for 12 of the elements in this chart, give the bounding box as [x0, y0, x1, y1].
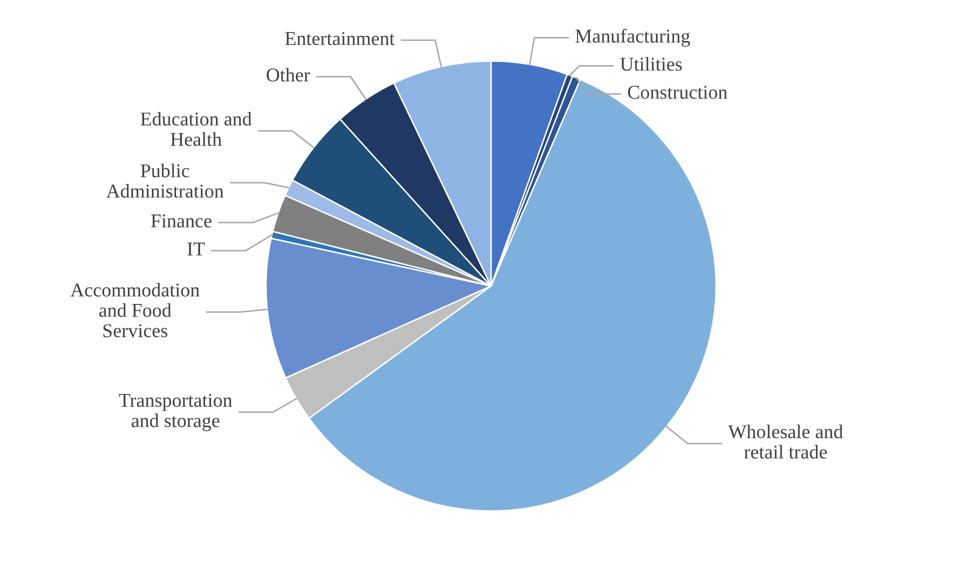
slice-label: Entertainment — [285, 32, 395, 46]
slice-label: Transportation and storage — [118, 394, 232, 432]
slice-label: Wholesale and retail trade — [728, 424, 843, 459]
slice-label: Finance — [151, 214, 212, 228]
slice-label: Education and Health — [140, 112, 252, 146]
slice-label: Public Administration — [106, 164, 224, 198]
slice-label: Manufacturing — [575, 28, 690, 47]
slice-label: Accommodation and Food Services — [70, 282, 200, 338]
slice-label: Other — [266, 68, 310, 82]
slice-label: IT — [187, 242, 205, 256]
slice-label: Utilities — [620, 57, 682, 71]
slice-label: Construction — [628, 86, 728, 99]
